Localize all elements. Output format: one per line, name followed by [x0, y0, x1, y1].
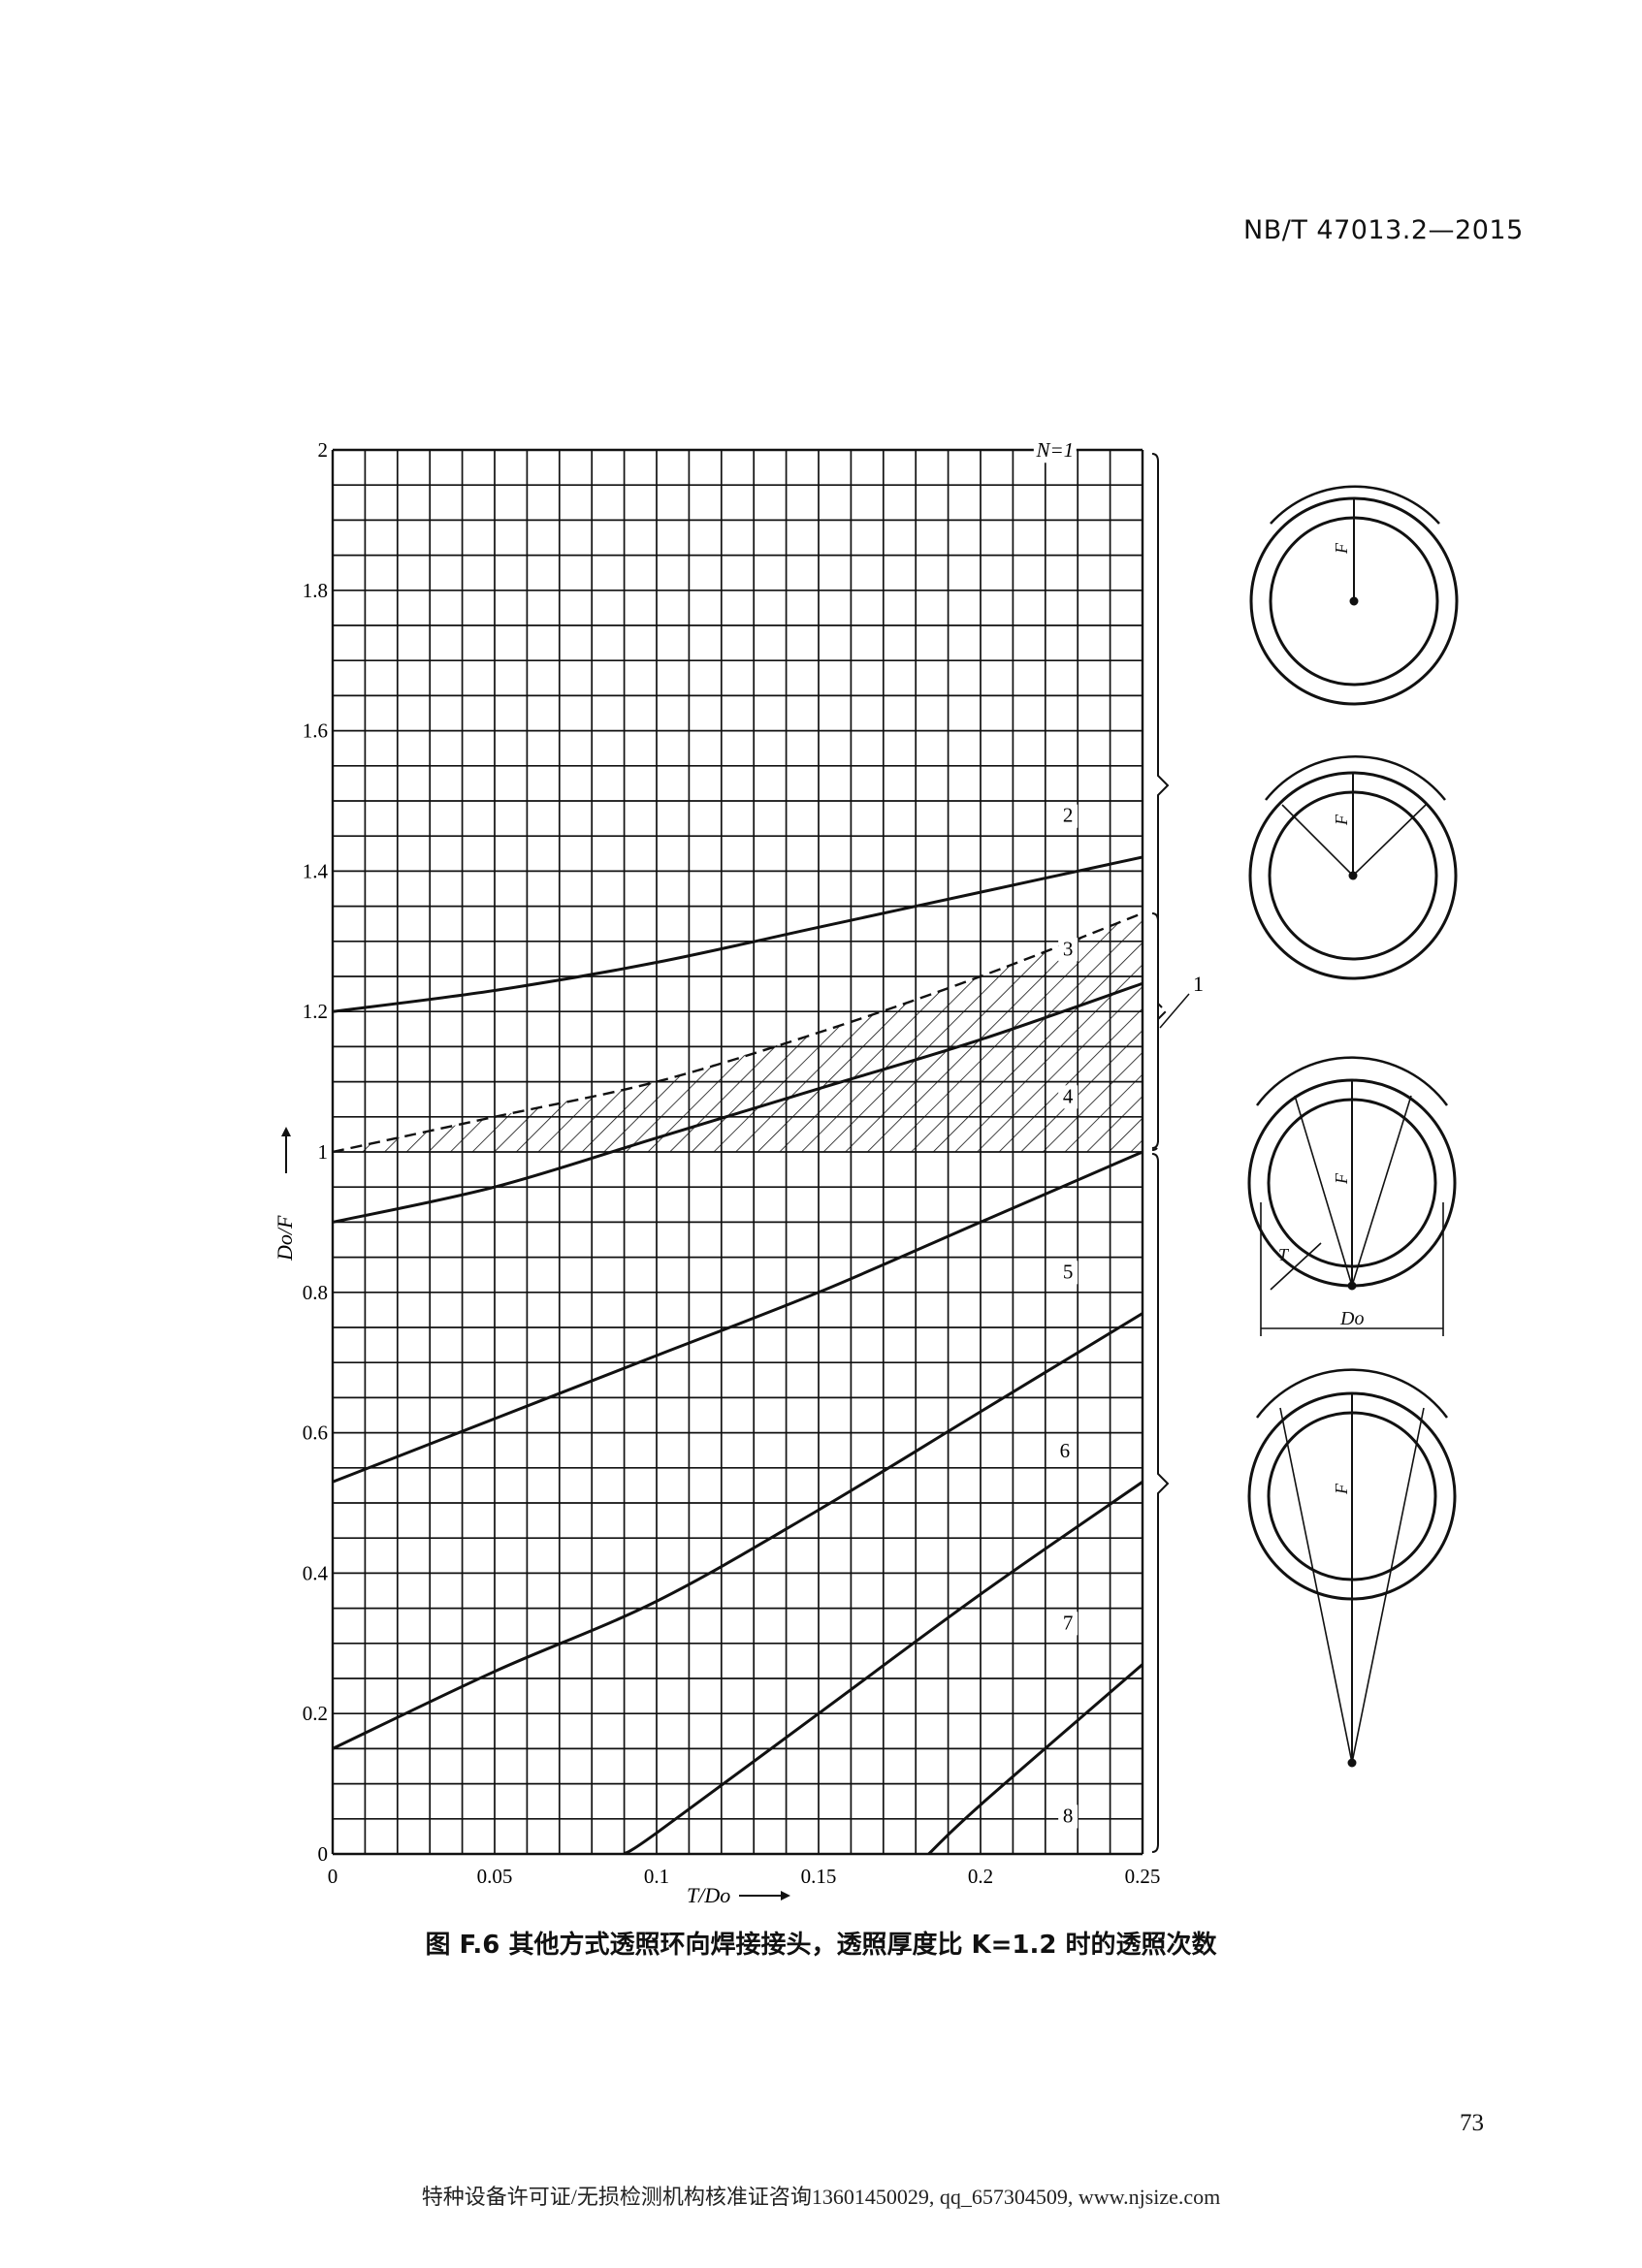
- x-tick-label: 0: [328, 1865, 338, 1888]
- x-tick-label: 0.25: [1125, 1865, 1161, 1888]
- curve-7: [927, 1663, 1143, 1854]
- y-tick-label: 1.8: [303, 579, 328, 602]
- hatch-fill: [333, 912, 1143, 1152]
- brace-upper: [1151, 453, 1170, 1149]
- diagram-1: F: [1249, 485, 1459, 706]
- callout-label: 1: [1193, 972, 1204, 996]
- footer-watermark: 特种设备许可证/无损检测机构核准证咨询13601450029, qq_65730…: [421, 2185, 1221, 2209]
- region-label-bg: [1058, 938, 1079, 962]
- y-tick-label: 1.6: [303, 719, 328, 743]
- region-label: 5: [1063, 1260, 1074, 1283]
- region-label: 6: [1060, 1439, 1071, 1462]
- y-tick-label: 1.4: [303, 859, 329, 882]
- y-axis-label: Do/F: [273, 1215, 297, 1262]
- x-tick-label: 0.1: [644, 1865, 669, 1888]
- region-label-bg: [1058, 804, 1079, 828]
- svg-text:Do: Do: [1339, 1308, 1364, 1329]
- region-label-bg: [1058, 1612, 1079, 1636]
- y-tick-label: 1: [318, 1140, 329, 1164]
- svg-text:T: T: [1278, 1245, 1290, 1264]
- tick-labels: 0 0.05 0.1 0.15 0.2 0.25 0 0.2 0.4 0.6 0.8 1 1.2 1.4 1…: [303, 438, 1161, 1888]
- svg-text:F: F: [1332, 1172, 1351, 1185]
- x-tick-label: 0.05: [477, 1865, 513, 1888]
- region-label: 4: [1063, 1084, 1074, 1107]
- svg-text:F: F: [1332, 1483, 1351, 1495]
- callout-leader: [1159, 993, 1190, 1029]
- diagram-3: F T Do: [1247, 1056, 1457, 1336]
- curve-2: [333, 911, 1143, 1154]
- y-tick-label: 1.2: [303, 1000, 328, 1023]
- hatched-region: [333, 912, 1143, 1152]
- curve-4: [333, 1150, 1143, 1484]
- curve-6: [623, 1481, 1143, 1854]
- brace-lower: [1151, 1153, 1170, 1853]
- curve-3: [333, 981, 1143, 1224]
- diagram-2: F: [1248, 755, 1458, 980]
- figure-caption: 图 F.6 其他方式透照环向焊接接头，透照厚度比 K=1.2 时的透照次数: [425, 1931, 1217, 1960]
- brace-dashed: [1151, 912, 1168, 1151]
- x-tick-label: 0.15: [801, 1865, 837, 1888]
- y-tick-label: 0.2: [303, 1702, 328, 1725]
- y-axis-arrowhead: [281, 1127, 291, 1136]
- x-axis-label: T/Do: [687, 1883, 730, 1907]
- y-tick-label: 0.4: [303, 1561, 329, 1584]
- region-labels: N=1 2 3 4 5 6 7 8: [1033, 438, 1079, 1829]
- curves: [333, 855, 1143, 1854]
- region-label: 2: [1063, 804, 1074, 827]
- svg-text:F: F: [1332, 542, 1351, 555]
- region-label-bg: [1054, 1439, 1075, 1463]
- curve-5: [333, 1312, 1143, 1750]
- page-number: 73: [1460, 2110, 1484, 2136]
- standard-code: NB/T 47013.2—2015: [1243, 215, 1524, 245]
- region-label-bg: [1058, 1085, 1079, 1109]
- y-tick-label: 0: [318, 1842, 329, 1866]
- y-tick-label: 2: [318, 438, 329, 462]
- region-label: N=1: [1035, 438, 1074, 462]
- region-label: 8: [1063, 1804, 1074, 1827]
- region-label-bg: [1033, 439, 1077, 463]
- y-tick-label: 0.8: [303, 1281, 328, 1304]
- curve-1: [333, 855, 1143, 1013]
- region-label-bg: [1058, 1261, 1079, 1285]
- diagram-4: F: [1247, 1368, 1457, 1768]
- region-label-bg: [1058, 1805, 1079, 1829]
- svg-text:F: F: [1332, 814, 1351, 826]
- x-tick-label: 0.2: [968, 1865, 993, 1888]
- region-label: 7: [1063, 1611, 1074, 1634]
- x-axis-arrowhead: [781, 1891, 790, 1901]
- region-label: 3: [1063, 937, 1074, 960]
- y-tick-label: 0.6: [303, 1421, 328, 1445]
